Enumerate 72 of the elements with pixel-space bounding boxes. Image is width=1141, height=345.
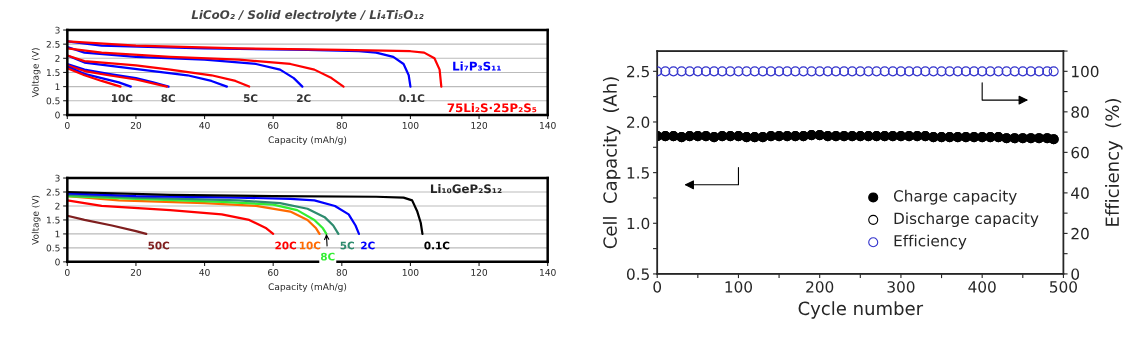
x-tick-label: 60: [268, 268, 279, 276]
x-tick-label: 140: [540, 121, 556, 129]
y-tick-label: 3: [55, 174, 60, 182]
y2-tick-label: 20: [1071, 227, 1089, 240]
y-tick-label: 1.5: [47, 216, 60, 224]
x-axis-title: Capacity (mAh/g): [268, 283, 347, 292]
x-tick-label: 400: [968, 281, 996, 293]
annotation: 0.1C: [399, 94, 425, 103]
annotation: 0.1C: [424, 241, 450, 250]
annotation: 5C: [340, 241, 354, 250]
annotation: Li₁₀GeP₂S₁₂: [430, 184, 502, 194]
x-axis-title: Capacity (mAh/g): [268, 136, 347, 145]
annotation: 8C: [320, 252, 335, 261]
y-axis-title: Voltage (V): [31, 48, 41, 98]
y2-axis-title: Efficiency (%): [1105, 99, 1123, 226]
annotation: 8C: [161, 94, 175, 103]
legend-label: Charge capacity: [893, 189, 1017, 205]
annotation: 10C: [112, 94, 133, 103]
y-tick-label: 0.5: [46, 97, 60, 105]
annotation: 10C: [299, 241, 321, 250]
x-tick-label: 80: [336, 121, 347, 129]
y-tick-label: 2.5: [627, 65, 649, 78]
annotation: 20C: [275, 241, 297, 250]
y2-tick-label: 40: [1071, 187, 1089, 199]
y-axis-title: Cell Capacity (Ah): [602, 77, 621, 249]
x-tick-label: 20: [130, 121, 142, 129]
x-tick-label: 0: [65, 121, 70, 129]
y2-tick-label: 80: [1071, 106, 1089, 118]
y-tick-label: 1: [55, 230, 60, 238]
series-label: 75Li₂S·25P₂S₅: [447, 103, 537, 113]
y-tick-label: 3: [55, 26, 60, 34]
x-tick-label: 40: [199, 268, 210, 276]
annotation: 50C: [148, 241, 170, 250]
y-tick-label: 2.5: [46, 40, 60, 48]
text: Li₇P₃S₁₁: [453, 61, 501, 71]
x-tick-label: 100: [402, 268, 419, 276]
y-tick-label: 0.5: [626, 268, 649, 280]
x-tick-label: 60: [268, 121, 279, 129]
x-tick-label: 120: [471, 121, 488, 129]
legend-label: Discharge capacity: [894, 212, 1039, 228]
x-axis-title: Cycle number: [798, 301, 924, 319]
x-tick-label: 200: [806, 281, 834, 293]
y-tick-label: 2.5: [46, 188, 60, 196]
x-tick-label: 20: [130, 268, 142, 276]
y-tick-label: 1.5: [627, 167, 649, 179]
y-tick-label: 0.5: [46, 244, 60, 252]
annotation: 5C: [243, 94, 258, 103]
y2-tick-label: 60: [1071, 146, 1089, 159]
annotation: 2C: [297, 94, 311, 103]
y2-tick-label: 100: [1072, 65, 1099, 78]
y-tick-label: 0: [55, 111, 60, 119]
y-axis-title: Voltage (V): [31, 195, 41, 245]
y-tick-label: 2: [55, 55, 60, 62]
y-tick-label: 1: [55, 83, 60, 91]
y-tick-label: 1.0: [627, 217, 650, 230]
legend-label: Efficiency: [894, 234, 967, 250]
x-tick-label: 140: [540, 268, 556, 276]
x-tick-label: 80: [336, 268, 347, 276]
x-tick-label: 40: [199, 121, 210, 129]
x-tick-label: 0: [65, 268, 70, 276]
x-tick-label: 100: [725, 281, 753, 293]
x-tick-label: 0: [653, 281, 662, 293]
y-tick-label: 2.0: [627, 116, 650, 128]
y-tick-label: 0: [55, 258, 60, 266]
x-tick-label: 100: [402, 121, 419, 129]
y-tick-label: 1.5: [47, 69, 60, 77]
x-tick-label: 300: [887, 281, 915, 293]
x-tick-label: 120: [471, 268, 488, 276]
x-tick-label: 500: [1050, 281, 1077, 293]
annotation: 2C: [361, 241, 375, 250]
chart-title: LiCoO₂ / Solid electrolyte / Li₄Ti₅O₁₂: [191, 9, 424, 22]
y-tick-label: 2: [55, 202, 60, 210]
